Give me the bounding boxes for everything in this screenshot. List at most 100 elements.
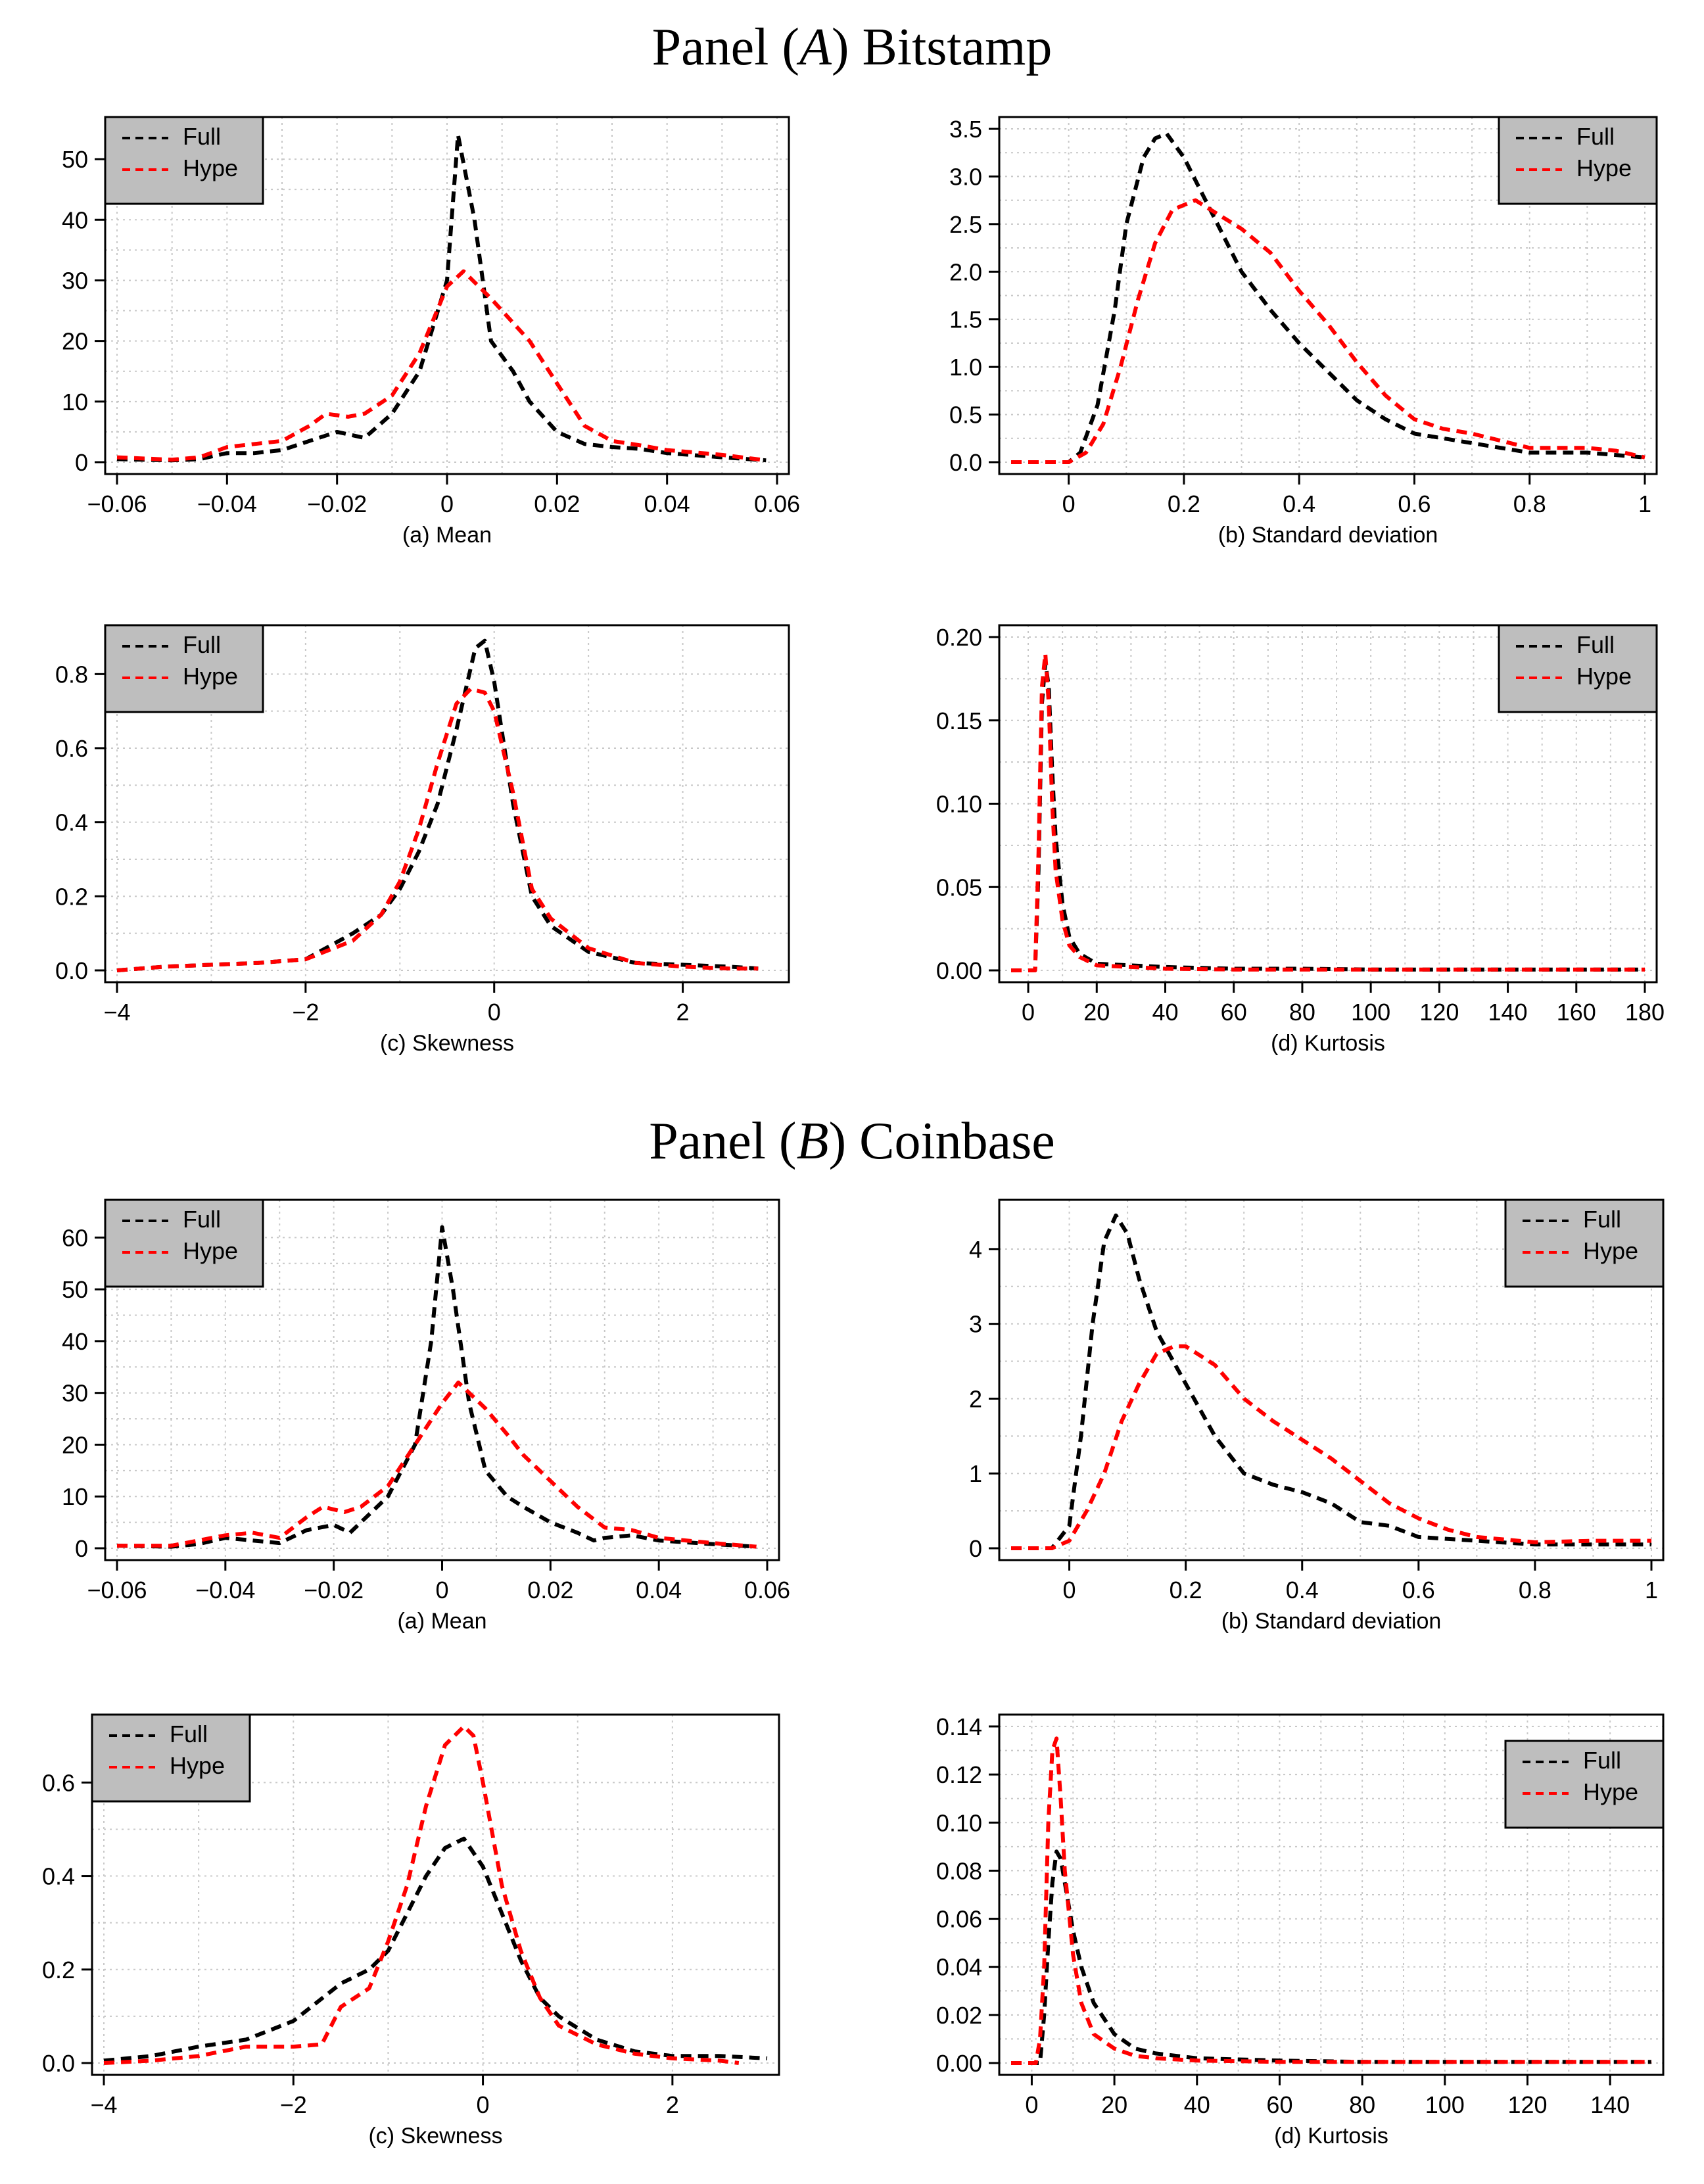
x-axis-label: (b) Standard deviation <box>1218 523 1438 548</box>
legend-box <box>1504 1740 1665 1829</box>
x-tick-label: 0.2 <box>1168 490 1200 517</box>
y-tick-label: 3.0 <box>949 163 982 190</box>
x-axis-label: (d) Kurtosis <box>1271 1031 1385 1056</box>
x-tick-label: 0.02 <box>527 1577 573 1603</box>
x-tick-label: 100 <box>1351 999 1390 1026</box>
y-tick-label: 0.10 <box>936 1809 982 1836</box>
panel-b-title-close-paren: ) <box>828 1112 859 1170</box>
panel-a-title-open-paren: ( <box>782 18 799 76</box>
legend-label-full: Full <box>1576 123 1615 150</box>
y-tick-label: 0 <box>75 449 88 476</box>
x-axis-label: (b) Standard deviation <box>1221 1609 1442 1634</box>
x-axis-label: (d) Kurtosis <box>1274 2124 1388 2148</box>
legend-label-hype: Hype <box>1583 1237 1638 1264</box>
plot-frame <box>998 1199 1665 1561</box>
legend-label-hype: Hype <box>183 154 238 181</box>
panel-b-title-letter: B <box>797 1112 829 1170</box>
x-tick-label: 180 <box>1625 999 1665 1026</box>
series-line-hype <box>116 269 767 463</box>
y-tick-label: 0.6 <box>55 735 88 762</box>
x-tick-label: 60 <box>1266 2091 1292 2118</box>
x-tick-label: 0.8 <box>1519 1577 1551 1603</box>
chart-1: −0.06 −0.04 −0.02 0 0.02 0.04 0.06 0 10 20 30 40 50 (… <box>62 116 800 548</box>
plot-frame <box>998 116 1658 475</box>
x-tick-label: 0.4 <box>1283 490 1315 517</box>
series-line-hype <box>1011 1344 1651 1550</box>
x-tick-label: 140 <box>1590 2091 1630 2118</box>
x-tick-label: −0.04 <box>197 490 257 517</box>
y-tick-label: 0.20 <box>936 624 982 651</box>
chart-6: 0 0.2 0.4 0.6 0.8 1 0 1 2 3 4 (b) Standard deviatio… <box>969 1199 1665 1634</box>
y-tick-label: 0.4 <box>42 1863 75 1890</box>
y-tick-label: 60 <box>62 1224 88 1251</box>
series-line-hype <box>116 686 759 972</box>
legend-label-hype: Hype <box>1576 154 1632 181</box>
series-line-hype <box>1011 652 1645 972</box>
x-tick-label: 0.04 <box>636 1577 682 1603</box>
legend-label-full: Full <box>183 1206 221 1233</box>
plot-frame <box>91 1713 780 2076</box>
y-tick-label: 0.0 <box>949 449 982 476</box>
x-tick-label: 0 <box>1063 1577 1076 1603</box>
legend-label-full: Full <box>1583 1747 1621 1774</box>
legend-label-full: Full <box>170 1721 208 1747</box>
x-tick-label: 0.02 <box>534 490 580 517</box>
legend-label-hype: Hype <box>1583 1778 1638 1805</box>
series-line-full <box>116 638 759 972</box>
x-tick-label: 1 <box>1638 490 1651 517</box>
y-tick-label: 3.5 <box>949 116 982 143</box>
y-tick-label: 0.08 <box>936 1857 982 1884</box>
plot-frame <box>104 624 790 984</box>
y-tick-label: 0.06 <box>936 1906 982 1933</box>
chart-2: 0 0.2 0.4 0.6 0.8 1 0.0 0.5 1.0 1.5 2.0 2.5 3.0 3.5 (b… <box>949 116 1658 548</box>
x-axis-label: (a) Mean <box>402 523 492 548</box>
x-tick-label: 0.06 <box>744 1577 790 1603</box>
y-tick-label: 0.0 <box>55 957 88 984</box>
y-tick-label: 30 <box>62 1380 88 1407</box>
x-tick-label: 0 <box>440 490 454 517</box>
x-tick-label: −4 <box>90 2091 117 2118</box>
x-tick-label: −0.04 <box>195 1577 255 1603</box>
y-tick-label: 0 <box>969 1535 982 1562</box>
y-tick-label: 20 <box>62 328 88 355</box>
legend-label-full: Full <box>183 631 221 658</box>
x-tick-label: 0.04 <box>644 490 690 517</box>
x-tick-label: 0.8 <box>1513 490 1546 517</box>
y-tick-label: 0.14 <box>936 1713 982 1740</box>
panel-b-title: Panel (B) Coinbase <box>649 1112 1055 1170</box>
panel-a-title-letter: A <box>796 18 832 76</box>
x-tick-label: −4 <box>103 999 130 1026</box>
legend-label-full: Full <box>183 123 221 150</box>
y-tick-label: 1.5 <box>949 306 982 333</box>
y-tick-label: 0.04 <box>936 1954 982 1981</box>
x-tick-label: 80 <box>1289 999 1315 1026</box>
x-tick-label: 40 <box>1184 2091 1210 2118</box>
series-line-hype <box>103 1724 740 2065</box>
series-line-full <box>1011 131 1645 464</box>
series-line-full <box>116 1225 757 1549</box>
x-tick-label: 0 <box>1062 490 1076 517</box>
y-tick-label: 10 <box>62 1483 88 1510</box>
y-tick-label: 1 <box>969 1460 982 1487</box>
x-tick-label: 0.4 <box>1286 1577 1319 1603</box>
x-tick-label: 2 <box>676 999 690 1026</box>
y-tick-label: 3 <box>969 1311 982 1338</box>
legend-label-hype: Hype <box>183 663 238 690</box>
x-tick-label: 0 <box>477 2091 490 2118</box>
y-tick-label: 0.12 <box>936 1761 982 1788</box>
panel-a-title-name: Bitstamp <box>862 18 1052 76</box>
y-tick-label: 50 <box>62 146 88 173</box>
x-tick-label: 0 <box>488 999 501 1026</box>
x-tick-label: 100 <box>1425 2091 1465 2118</box>
y-tick-label: 40 <box>62 1328 88 1355</box>
y-tick-label: 0.6 <box>42 1769 75 1796</box>
x-axis-label: (a) Mean <box>397 1609 486 1634</box>
x-tick-label: 0.06 <box>754 490 800 517</box>
series-line-hype <box>1011 198 1645 464</box>
y-tick-label: 2 <box>969 1385 982 1412</box>
x-tick-label: 60 <box>1221 999 1247 1026</box>
y-tick-label: 0 <box>75 1535 88 1562</box>
y-tick-label: 50 <box>62 1276 88 1303</box>
x-tick-label: 20 <box>1083 999 1110 1026</box>
x-tick-label: 0 <box>435 1577 448 1603</box>
